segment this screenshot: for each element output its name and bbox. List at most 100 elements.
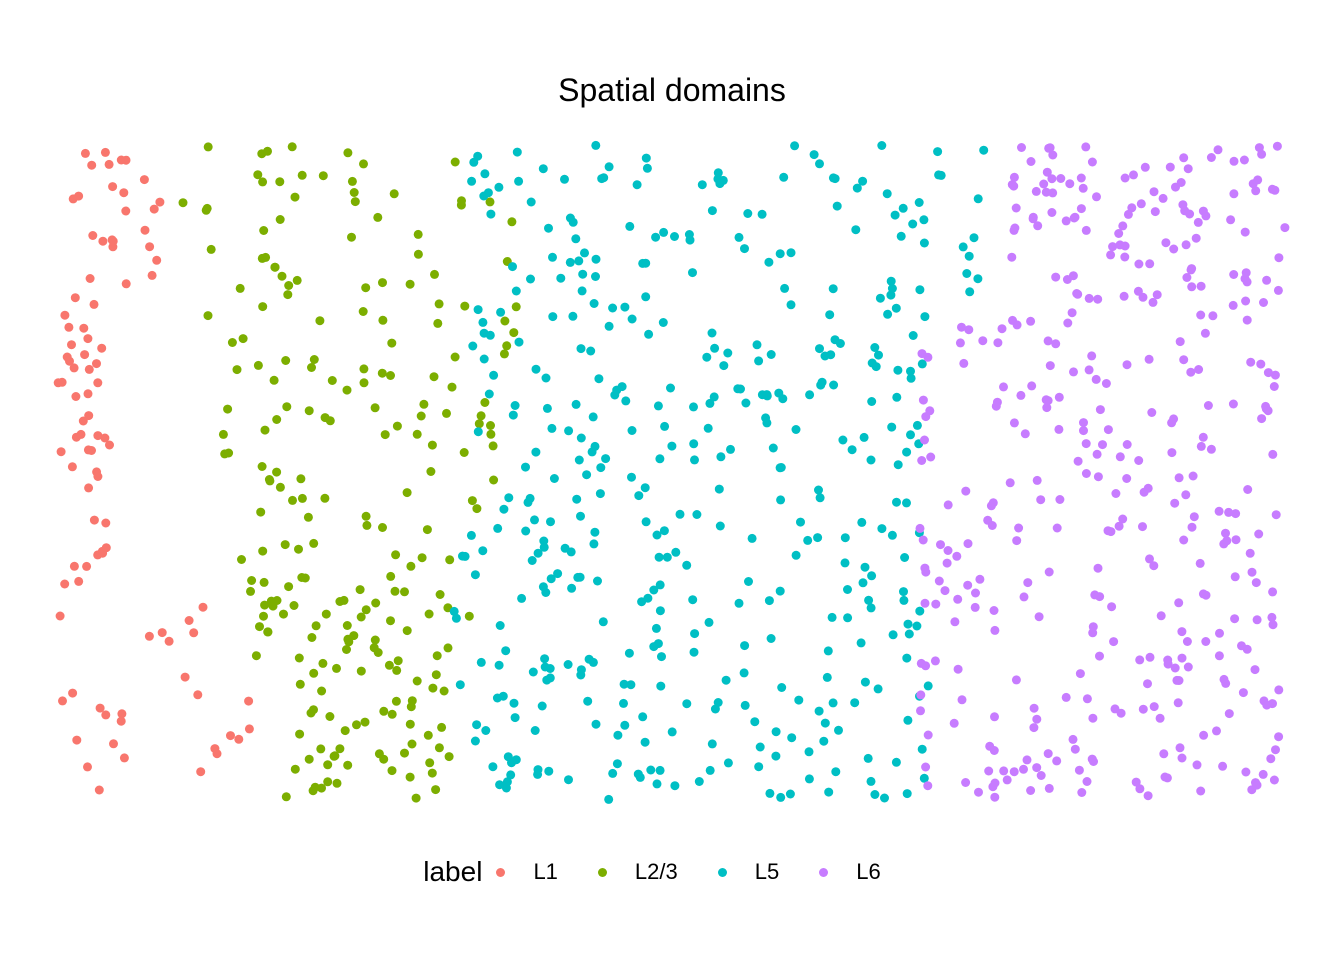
point-l23 (378, 523, 387, 532)
point-l6 (961, 486, 971, 496)
point-l5 (771, 727, 781, 737)
point-l5 (478, 546, 488, 556)
point-l6 (1119, 291, 1129, 301)
point-l5 (588, 412, 598, 422)
point-l5 (608, 303, 618, 313)
point-l6 (1047, 208, 1057, 217)
point-l5 (521, 462, 530, 472)
point-l23 (223, 404, 233, 414)
point-l6 (1248, 179, 1258, 189)
point-l5 (593, 576, 602, 586)
point-l6 (1076, 173, 1086, 183)
point-l5 (873, 684, 883, 694)
point-l5 (828, 173, 838, 183)
point-l23 (317, 686, 327, 696)
point-l5 (510, 401, 520, 410)
point-l5 (902, 447, 912, 457)
point-l5 (548, 252, 557, 262)
point-l5 (780, 283, 790, 293)
point-l5 (787, 733, 797, 743)
point-l5 (813, 533, 823, 543)
point-l5 (820, 718, 830, 728)
point-l6 (1140, 162, 1150, 172)
point-l6 (1043, 749, 1053, 759)
point-l5 (688, 595, 698, 605)
point-l23 (442, 408, 451, 418)
point-l23 (425, 758, 435, 768)
point-l5 (655, 606, 665, 616)
point-l23 (203, 142, 213, 152)
point-l6 (936, 540, 945, 550)
point-l5 (596, 463, 606, 473)
point-l6 (1032, 714, 1042, 724)
point-l5 (912, 621, 922, 631)
point-l5 (858, 578, 868, 588)
point-l23 (431, 670, 441, 680)
point-l23 (413, 229, 423, 239)
point-l5 (617, 382, 627, 392)
point-l6 (1258, 769, 1268, 779)
point-l5 (757, 209, 767, 219)
point-l6 (926, 452, 936, 462)
point-l23 (277, 271, 287, 281)
point-l23 (430, 269, 439, 279)
legend-dot-l6 (819, 867, 829, 877)
point-l1 (56, 447, 66, 457)
point-l23 (288, 495, 297, 505)
point-l6 (1250, 665, 1260, 675)
point-l6 (1167, 448, 1177, 458)
point-l5 (690, 629, 700, 639)
legend-dot-l1 (496, 867, 506, 877)
point-l6 (917, 456, 927, 465)
point-l5 (771, 751, 781, 761)
point-l6 (1054, 424, 1064, 434)
point-l6 (1134, 456, 1144, 465)
point-l6 (1048, 150, 1058, 160)
point-l23 (384, 660, 394, 670)
point-l5 (574, 256, 584, 266)
point-l1 (89, 299, 99, 309)
point-l6 (1042, 403, 1052, 413)
point-l6 (1044, 143, 1054, 153)
point-l5 (871, 362, 881, 372)
point-l5 (902, 498, 911, 508)
point-l23 (329, 751, 339, 761)
point-l6 (1079, 426, 1088, 436)
point-l6 (1051, 339, 1061, 349)
point-l23 (235, 283, 245, 293)
point-l6 (975, 574, 985, 584)
point-l6 (1017, 143, 1026, 152)
point-l5 (860, 562, 870, 572)
point-l23 (263, 146, 272, 156)
point-l6 (1036, 771, 1046, 780)
point-l5 (973, 274, 983, 284)
point-l5 (568, 311, 578, 321)
point-l6 (1270, 185, 1280, 195)
point-l6 (1229, 156, 1239, 166)
point-l6 (1241, 296, 1251, 306)
point-l5 (576, 511, 585, 521)
point-l5 (829, 380, 839, 390)
point-l23 (325, 416, 335, 426)
point-l23 (258, 302, 268, 312)
point-l1 (210, 744, 220, 754)
point-l1 (101, 518, 111, 528)
point-l23 (391, 550, 401, 560)
point-l5 (587, 447, 597, 457)
point-l6 (1077, 788, 1087, 797)
point-l6 (1005, 478, 1015, 488)
point-l5 (891, 757, 901, 767)
point-l6 (1072, 289, 1082, 298)
legend-label-l5: L5 (754, 859, 780, 884)
point-l6 (1252, 780, 1262, 790)
point-l23 (304, 406, 314, 416)
point-l6 (957, 322, 966, 332)
point-l6 (1169, 244, 1179, 254)
point-l5 (764, 257, 774, 267)
point-l6 (1181, 240, 1191, 250)
point-l5 (734, 232, 744, 242)
point-l6 (1068, 734, 1078, 744)
point-l5 (852, 183, 862, 193)
point-l1 (180, 672, 190, 682)
point-l23 (342, 621, 352, 630)
